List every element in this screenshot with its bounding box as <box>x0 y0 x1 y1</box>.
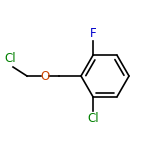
Text: O: O <box>40 69 50 83</box>
Text: Cl: Cl <box>87 112 99 125</box>
Text: Cl: Cl <box>4 52 16 65</box>
Text: F: F <box>90 27 96 40</box>
